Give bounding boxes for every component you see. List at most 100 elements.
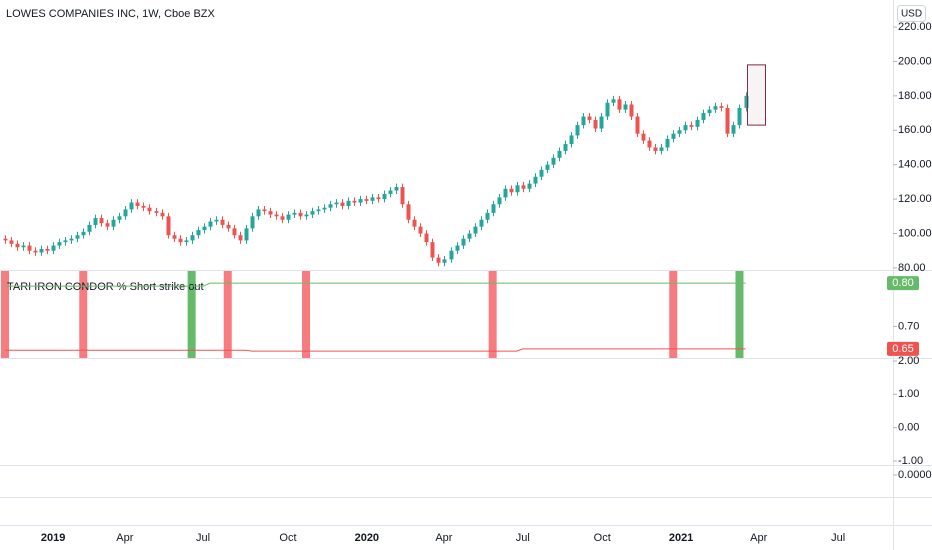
candle-body (449, 250, 454, 260)
x-tick-label: Oct (279, 532, 296, 544)
candle-body (653, 147, 658, 151)
candle-body (322, 207, 327, 210)
candle-body (105, 223, 110, 227)
candle-body (178, 238, 183, 243)
x-tick-label: Apr (435, 532, 452, 544)
candle-body (641, 133, 646, 141)
y-tick-label: 0.0000 (898, 469, 932, 481)
candle-body (605, 102, 610, 117)
candle-body (87, 224, 92, 232)
candle-body (731, 125, 736, 134)
signal-bar (79, 271, 88, 358)
y-tick-label: 180.00 (898, 90, 932, 102)
candle-body (166, 216, 171, 236)
candle-body (93, 218, 98, 225)
x-tick-label: Jul (831, 532, 845, 544)
candle-body (147, 207, 152, 212)
candle-body (129, 202, 134, 210)
candle-body (286, 214, 291, 220)
candle-body (467, 233, 472, 239)
currency-button[interactable] (897, 5, 926, 22)
candle-body (63, 240, 68, 243)
candle-body (515, 185, 520, 193)
candle-body (202, 226, 207, 231)
candle-body (533, 176, 538, 184)
candle-body (238, 235, 243, 241)
candle-body (689, 125, 694, 127)
candle-body (256, 209, 261, 217)
x-tick-label: Jul (516, 532, 530, 544)
candle-body (455, 245, 460, 251)
candle-body (75, 235, 80, 239)
candle-body (81, 231, 86, 236)
y-tick-label: 100.00 (898, 227, 932, 239)
candle-body (744, 95, 749, 108)
candle-body (737, 107, 742, 126)
y-tick-label: 120.00 (898, 193, 932, 205)
candle-body (190, 235, 195, 241)
last-value-badge (887, 276, 919, 291)
candle-body (394, 187, 399, 191)
candle-body (485, 212, 490, 220)
candle-body (406, 204, 411, 220)
candle-body (262, 209, 267, 212)
candle-body (382, 193, 387, 200)
signal-bar (302, 271, 311, 358)
signal-bar (0, 271, 9, 358)
candle-body (551, 157, 556, 165)
candle-body (160, 212, 165, 217)
candle-body (214, 219, 219, 222)
candle-body (45, 249, 50, 251)
candle-body (280, 216, 285, 220)
candle-body (135, 202, 140, 206)
x-tick-label: Apr (750, 532, 767, 544)
candle-body (497, 197, 502, 205)
candle-body (623, 104, 628, 110)
y-tick-label: -1.00 (898, 455, 923, 467)
x-tick-label: 2021 (669, 532, 693, 544)
candle-body (587, 116, 592, 120)
candle-body (647, 140, 652, 148)
x-tick-label: Jul (196, 532, 210, 544)
candle-body (593, 119, 598, 129)
candle-body (659, 147, 664, 151)
x-tick-label: 2019 (41, 532, 65, 544)
y-tick-label: 220.00 (898, 21, 932, 33)
candle-body (123, 209, 128, 217)
candle-body (250, 216, 255, 229)
candle-body (629, 104, 634, 117)
currency-label: USD (901, 9, 922, 20)
candle-body (665, 138, 670, 148)
candle-body (33, 250, 38, 253)
candle-body (358, 199, 363, 203)
candle-body (346, 200, 351, 206)
candle-body (364, 199, 369, 201)
indicator-line (4, 282, 746, 287)
indicator-line (4, 348, 746, 352)
candle-body (557, 150, 562, 158)
candle-body (695, 119, 700, 127)
candle-body (713, 106, 718, 110)
candle-body (388, 190, 393, 194)
candle-body (400, 187, 405, 205)
candle-body (21, 245, 26, 248)
candle-body (310, 211, 315, 215)
projection-box (747, 64, 767, 126)
candle-body (677, 130, 682, 134)
signal-bar (669, 271, 678, 358)
candle-body (412, 219, 417, 227)
candle-body (57, 242, 62, 246)
y-tick-label: 160.00 (898, 124, 932, 136)
candle-body (352, 200, 357, 203)
candle-body (491, 204, 496, 213)
y-tick-label: 200.00 (898, 55, 932, 67)
candle-body (51, 245, 56, 251)
candle-body (479, 219, 484, 227)
candle-body (725, 107, 730, 134)
candle-body (340, 202, 345, 206)
candle-body (635, 116, 640, 134)
y-tick-label: 0.70 (898, 320, 919, 332)
candle-body (527, 183, 532, 189)
candle-body (418, 226, 423, 234)
